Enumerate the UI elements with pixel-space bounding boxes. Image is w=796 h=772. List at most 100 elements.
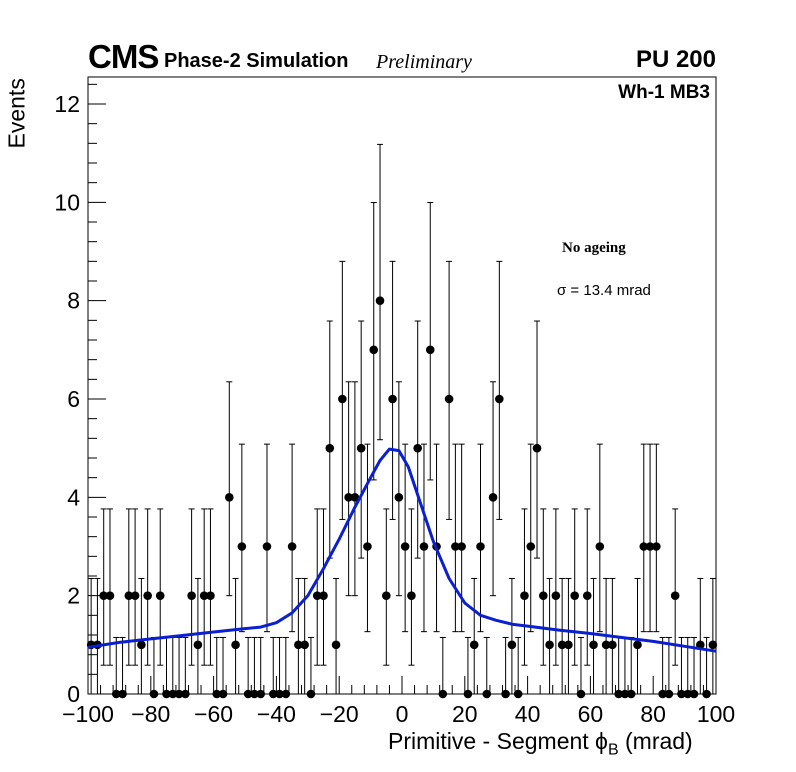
- data-point: [463, 689, 473, 699]
- data-point: [388, 394, 397, 404]
- plot-frame: [87, 76, 717, 695]
- data-point: [237, 542, 247, 551]
- data-point: [130, 591, 140, 600]
- data-point: [407, 591, 416, 600]
- data-point: [419, 542, 429, 551]
- fit-curve: [87, 447, 717, 653]
- data-point: [501, 689, 510, 699]
- data-point: [225, 493, 234, 502]
- y-tick-label: 4: [67, 484, 80, 510]
- y-axis-title: Events: [3, 78, 30, 149]
- data-point: [187, 591, 196, 600]
- data-point: [124, 591, 134, 600]
- status-label: Preliminary: [376, 51, 472, 73]
- y-tick-label: 12: [54, 91, 80, 117]
- data-point: [425, 345, 435, 355]
- data-point: [250, 689, 259, 699]
- x-tick-label: −20: [320, 701, 359, 727]
- data-point: [576, 689, 586, 699]
- sigma-value: = 13.4 mrad: [566, 282, 651, 299]
- data-point: [664, 689, 674, 699]
- data-point: [532, 443, 542, 453]
- data-point: [369, 345, 379, 355]
- data-point: [482, 689, 492, 699]
- x-axis-title-unit: (mrad): [618, 728, 693, 754]
- data-point: [118, 689, 127, 699]
- data-point: [645, 542, 655, 551]
- data-point: [262, 542, 272, 551]
- data-point: [162, 689, 171, 699]
- x-tick-label: 20: [452, 701, 478, 727]
- data-point: [306, 689, 316, 699]
- data-point: [287, 542, 297, 551]
- x-axis-title-main: Primitive - Segment ϕ: [388, 728, 608, 754]
- x-tick-label: 60: [578, 701, 604, 727]
- data-point: [438, 689, 448, 699]
- data-point: [243, 689, 253, 699]
- data-point: [451, 542, 460, 551]
- data-point: [325, 443, 335, 453]
- data-point: [193, 640, 203, 650]
- region-label: Wh-1 MB3: [618, 82, 710, 103]
- data-point: [212, 689, 222, 699]
- x-axis-title-sub: B: [607, 741, 619, 759]
- data-point: [99, 591, 108, 600]
- data-point: [507, 640, 517, 650]
- x-tick-label: −100: [62, 701, 114, 727]
- data-point: [539, 591, 548, 600]
- x-tick-label: 80: [640, 701, 666, 727]
- data-point: [375, 296, 385, 305]
- data-point: [111, 689, 121, 699]
- x-tick-label: 100: [697, 701, 735, 727]
- data-point: [601, 640, 611, 650]
- x-tick-label: 40: [515, 701, 541, 727]
- data-point: [174, 689, 184, 699]
- data-point: [338, 394, 347, 404]
- x-tick-label: 0: [396, 701, 409, 727]
- x-tick-label: −60: [194, 701, 233, 727]
- pileup-label: PU 200: [635, 46, 716, 73]
- data-point: [469, 640, 479, 650]
- data-point: [394, 493, 404, 502]
- data-point: [149, 689, 159, 699]
- experiment-label: CMS: [88, 38, 159, 75]
- data-point: [105, 591, 115, 600]
- data-point: [168, 689, 178, 699]
- data-point: [275, 689, 284, 699]
- data-point: [413, 443, 423, 453]
- y-tick-label: 0: [67, 681, 80, 707]
- data-point: [444, 394, 454, 404]
- data-point: [589, 640, 598, 650]
- data-point: [582, 591, 592, 600]
- y-tick-label: 8: [67, 288, 80, 314]
- subtitle-label: Phase-2 Simulation: [164, 50, 349, 72]
- data-point: [557, 640, 567, 650]
- data-point: [626, 689, 636, 699]
- y-tick-label: 6: [67, 386, 80, 412]
- data-point: [294, 640, 303, 650]
- data-point: [256, 689, 266, 699]
- data-point: [526, 542, 536, 551]
- data-point: [670, 591, 680, 600]
- data-point: [551, 591, 561, 600]
- data-point: [564, 640, 573, 650]
- data-point: [639, 542, 649, 551]
- data-point: [457, 542, 466, 551]
- data-point: [218, 689, 228, 699]
- data-point: [570, 591, 579, 600]
- condition-label: No ageing: [562, 240, 626, 256]
- data-point: [683, 689, 693, 699]
- data-point: [545, 640, 554, 650]
- data-point: [206, 591, 215, 600]
- data-point: [363, 542, 372, 551]
- data-point: [356, 443, 366, 453]
- data-point: [281, 689, 291, 699]
- data-point: [137, 640, 146, 650]
- data-point: [689, 689, 699, 699]
- data-point: [658, 689, 667, 699]
- data-point: [677, 689, 686, 699]
- data-point: [495, 394, 504, 404]
- x-axis-title: Primitive - Segment ϕB (mrad): [388, 728, 693, 760]
- x-tick-label: −40: [257, 701, 296, 727]
- data-point: [608, 640, 617, 650]
